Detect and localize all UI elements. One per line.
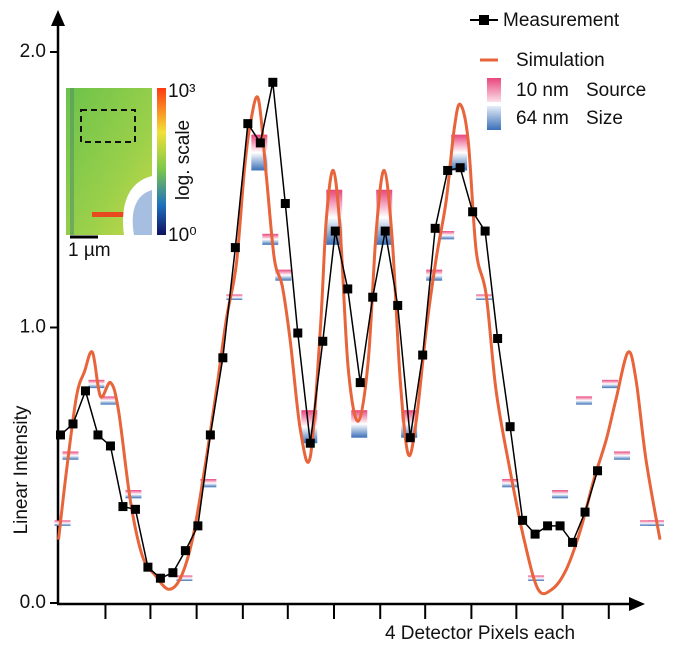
measurement-point <box>193 521 202 530</box>
scale-bar-label: 1 µm <box>68 240 111 261</box>
measurement-point <box>143 563 152 572</box>
legend-label: Source <box>586 80 646 101</box>
measurement-point <box>156 574 165 583</box>
measurement-point <box>318 337 327 346</box>
measurement-point <box>531 530 540 539</box>
measurement-point <box>506 422 515 431</box>
page: Linear Intensity 4 Detector Pixels each … <box>0 0 682 648</box>
chart: Linear Intensity 4 Detector Pixels each … <box>0 0 682 648</box>
measurement-point <box>581 508 590 517</box>
measurement-point <box>356 378 365 387</box>
measurement-point <box>568 538 577 547</box>
measurement-point <box>93 430 102 439</box>
source-size-band <box>602 380 618 388</box>
legend-label: Simulation <box>516 50 605 71</box>
legend-label: Size <box>586 108 623 129</box>
measurement-point <box>331 227 340 236</box>
legend-label: Measurement <box>503 10 620 31</box>
measurement-point <box>456 163 465 172</box>
measurement-point <box>518 516 527 525</box>
source-size-band <box>62 451 78 459</box>
measurement-point <box>493 334 502 343</box>
inset-image: 1 µm 10³ 10⁰ log. scale <box>66 81 197 261</box>
measurement-point <box>293 329 302 338</box>
measurement-point <box>543 521 552 530</box>
colorbar-min: 10⁰ <box>168 225 197 246</box>
measurement-point <box>168 568 177 577</box>
measurement-point <box>231 243 240 252</box>
measurement-point <box>243 119 252 128</box>
measurement-point <box>56 430 65 439</box>
colorbar-max: 10³ <box>168 81 195 102</box>
y-tick-label: 1.0 <box>20 317 46 338</box>
measurement-point <box>206 430 215 439</box>
measurement-point <box>218 353 227 362</box>
measurement-point <box>131 505 140 514</box>
measurement-point <box>181 546 190 555</box>
measurement-point <box>368 293 377 302</box>
legend-label: 10 nm <box>516 80 569 101</box>
measurement-point <box>81 386 90 395</box>
measurement-point <box>106 441 115 450</box>
measurement-point <box>393 301 402 310</box>
measurement-point <box>268 78 277 87</box>
measurement-point <box>481 227 490 236</box>
measurement-point <box>256 138 265 147</box>
source-size-band <box>476 294 492 300</box>
measurement-point <box>343 284 352 293</box>
measurement-point <box>281 199 290 208</box>
measurement-point <box>381 227 390 236</box>
colorbar-label: log. scale <box>173 120 194 200</box>
measurement-point <box>418 351 427 360</box>
measurement-point <box>406 433 415 442</box>
measurement-point <box>68 419 77 428</box>
source-size-band <box>54 520 70 526</box>
source-size-band <box>552 490 568 498</box>
source-size-band <box>614 451 630 459</box>
source-size-band <box>576 396 592 404</box>
y-tick-label: 0.0 <box>20 592 46 613</box>
measurement-point <box>306 439 315 448</box>
legend: Measurement Simulation 10 nm Source 64 n… <box>470 10 646 130</box>
x-axis-label: 4 Detector Pixels each <box>385 623 575 644</box>
source-size-band <box>502 479 518 487</box>
y-tick-label: 2.0 <box>20 41 46 62</box>
measurement-point <box>556 521 565 530</box>
measurement-point <box>593 466 602 475</box>
y-axis-label: Linear Intensity <box>11 405 32 534</box>
measurement-point <box>118 502 127 511</box>
legend-label: 64 nm <box>516 108 569 129</box>
measurement-point <box>431 224 440 233</box>
measurement-point <box>443 166 452 175</box>
measurement-point <box>468 207 477 216</box>
